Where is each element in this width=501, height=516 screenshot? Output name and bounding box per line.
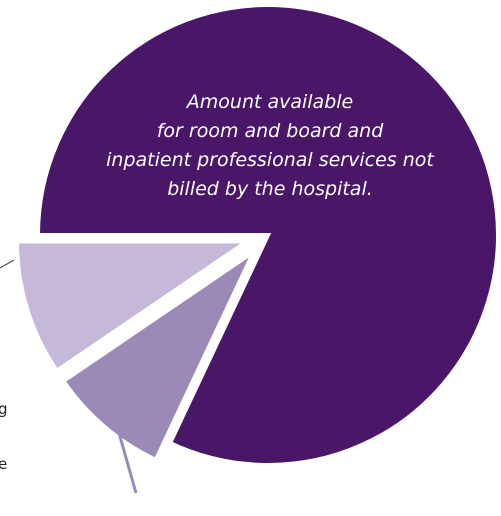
pie-slice-slice-c (14, 239, 254, 374)
leader-line-bottom (115, 425, 138, 494)
slice-label-line-4: billed by the hospital. (167, 178, 373, 200)
clipped-label-fragment-2: e (0, 455, 8, 473)
pie-slice-slice-b (60, 245, 259, 463)
slice-label-line-3: inpatient professional services not (106, 149, 434, 171)
pie-slice-room-board (35, 3, 500, 467)
leader-line-top (0, 259, 15, 269)
pie-slices (14, 3, 500, 467)
clipped-label-fragment-1: g (0, 400, 8, 418)
slice-label-room-board: Amount available for room and board and … (60, 88, 480, 204)
slice-label-line-2: for room and board and (156, 120, 384, 142)
slice-label-line-1: Amount available (186, 91, 354, 113)
